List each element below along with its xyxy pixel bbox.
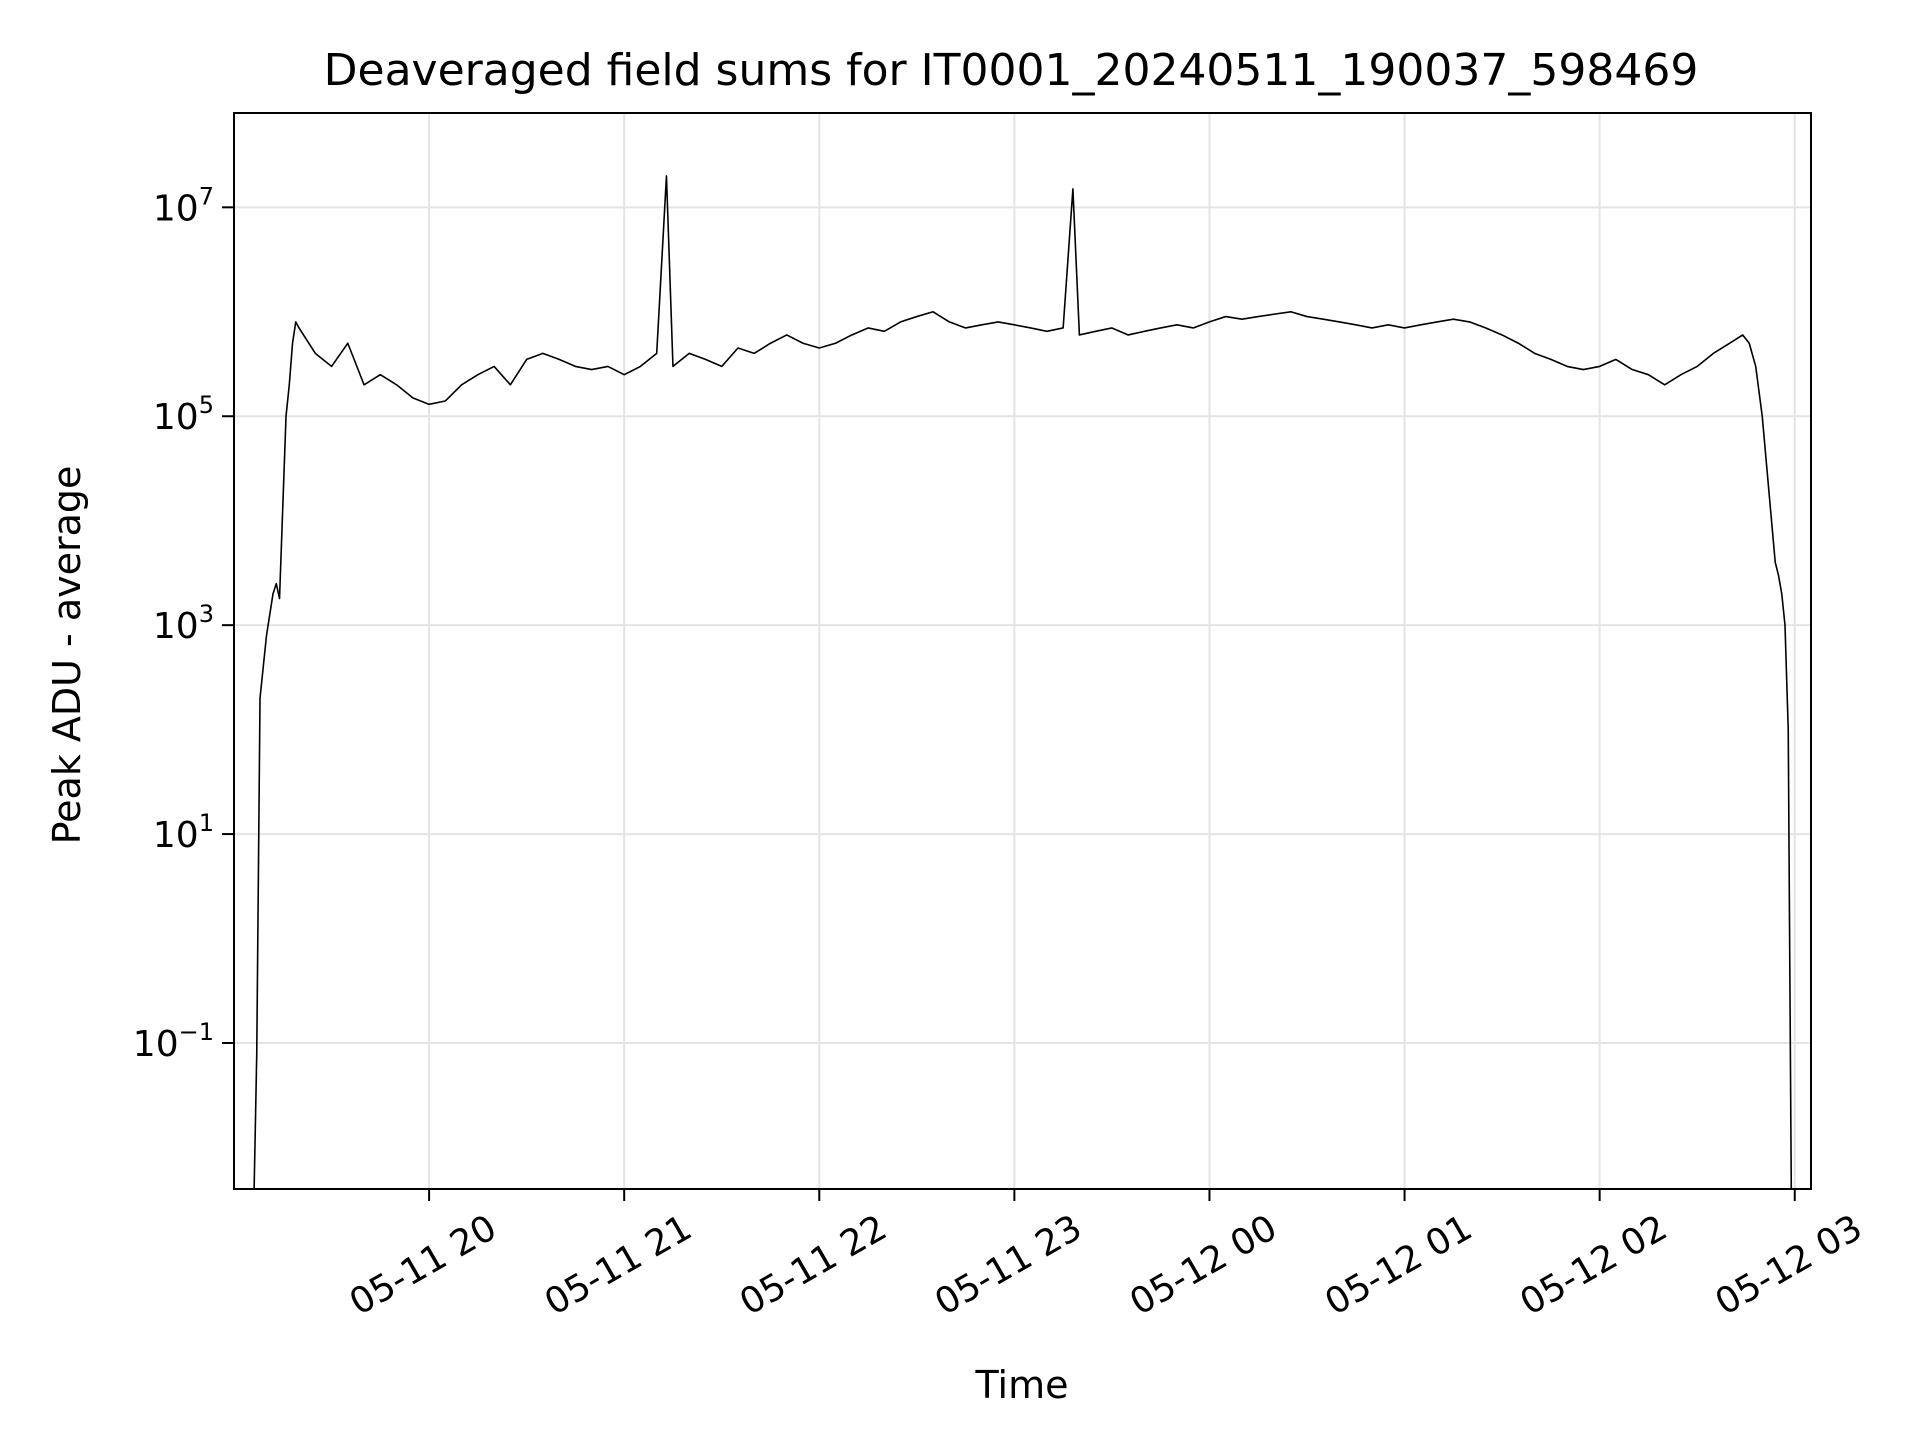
y-axis-label: Peak ADU - average bbox=[45, 466, 89, 845]
y-tick-base: 10 bbox=[153, 606, 199, 647]
series-group bbox=[253, 175, 1793, 1189]
y-tick-exponent: 7 bbox=[199, 182, 214, 210]
y-tick-base: 10 bbox=[133, 1024, 179, 1065]
y-tick-exponent: 3 bbox=[199, 600, 214, 628]
y-tick-label: 101 bbox=[153, 809, 214, 856]
y-tick-exponent: 1 bbox=[199, 809, 214, 837]
y-tick-label: 105 bbox=[153, 391, 214, 438]
plot-frame bbox=[233, 112, 1812, 1190]
y-tick-base: 10 bbox=[153, 815, 199, 856]
y-tick-base: 10 bbox=[153, 397, 199, 438]
grid bbox=[234, 113, 1811, 1189]
y-tick-label: 103 bbox=[153, 600, 214, 647]
chart-title: Deaveraged field sums for IT0001_2024051… bbox=[324, 45, 1699, 96]
y-tick-exponent: −1 bbox=[179, 1018, 214, 1046]
y-tick-label: 10−1 bbox=[133, 1018, 214, 1065]
y-tick-label: 107 bbox=[153, 182, 214, 229]
y-tick-exponent: 5 bbox=[199, 391, 214, 419]
x-axis-label: Time bbox=[975, 1363, 1069, 1407]
y-tick-base: 10 bbox=[153, 188, 199, 229]
series-line bbox=[253, 175, 1793, 1189]
